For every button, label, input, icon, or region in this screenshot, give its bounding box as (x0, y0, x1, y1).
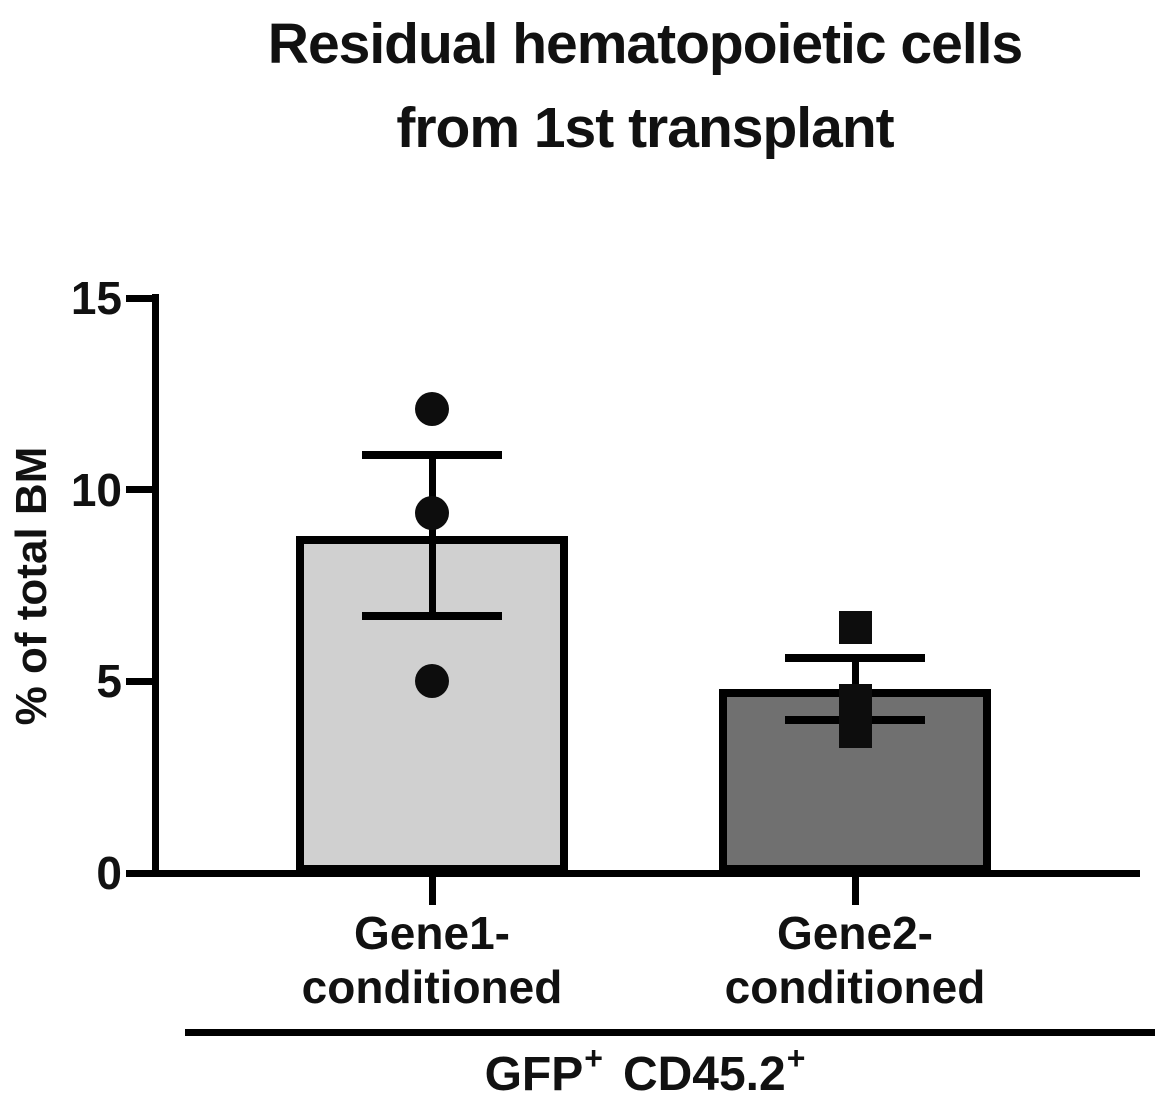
group-axis-underline (185, 1029, 1155, 1036)
x-axis-line (152, 870, 1140, 877)
error-bar-line (428, 455, 436, 617)
cd452-plus-superscript: + (786, 1040, 806, 1076)
error-bar-bottom-cap (362, 612, 502, 621)
category-label-line: Gene2- (777, 907, 933, 959)
chart-title: Residual hematopoietic cells from 1st tr… (128, 2, 1162, 170)
y-tick-label-15: 15 (70, 272, 122, 324)
chart-title-line-2: from 1st transplant (396, 96, 894, 160)
category-label-gene1-conditioned: Gene1- conditioned (302, 906, 563, 1014)
error-bar-top-cap (785, 654, 925, 663)
x-tick-gene2 (851, 877, 859, 905)
y-tick-label-0: 0 (96, 847, 122, 899)
data-point-circle (415, 495, 449, 530)
y-tick-10 (126, 486, 152, 494)
bar-gene1 (296, 535, 568, 873)
y-tick-0 (126, 869, 152, 877)
group-axis-label: GFP+ CD45.2+ (135, 1040, 1155, 1102)
y-tick-15 (126, 294, 152, 302)
category-label-line: conditioned (301, 961, 563, 1013)
group-label-gfp: GFP (484, 1048, 584, 1101)
x-tick-gene1 (428, 877, 436, 905)
category-label-gene2-conditioned: Gene2- conditioned (725, 906, 986, 1014)
chart-title-line-1: Residual hematopoietic cells (267, 12, 1023, 76)
group-label-cd452: CD45.2 (622, 1048, 786, 1101)
y-axis-line (152, 294, 159, 877)
gfp-plus-superscript: + (584, 1040, 603, 1076)
y-tick-5 (126, 677, 152, 685)
data-point-circle (415, 392, 449, 427)
y-tick-label-5: 5 (96, 655, 122, 708)
data-point-square (838, 684, 872, 717)
category-label-line: conditioned (724, 961, 986, 1013)
category-label-line: Gene1- (354, 907, 510, 959)
data-point-square (838, 611, 872, 645)
data-point-square (838, 714, 872, 748)
data-point-circle (415, 664, 449, 699)
y-tick-label-10: 10 (70, 463, 122, 516)
error-bar-top-cap (362, 451, 502, 460)
